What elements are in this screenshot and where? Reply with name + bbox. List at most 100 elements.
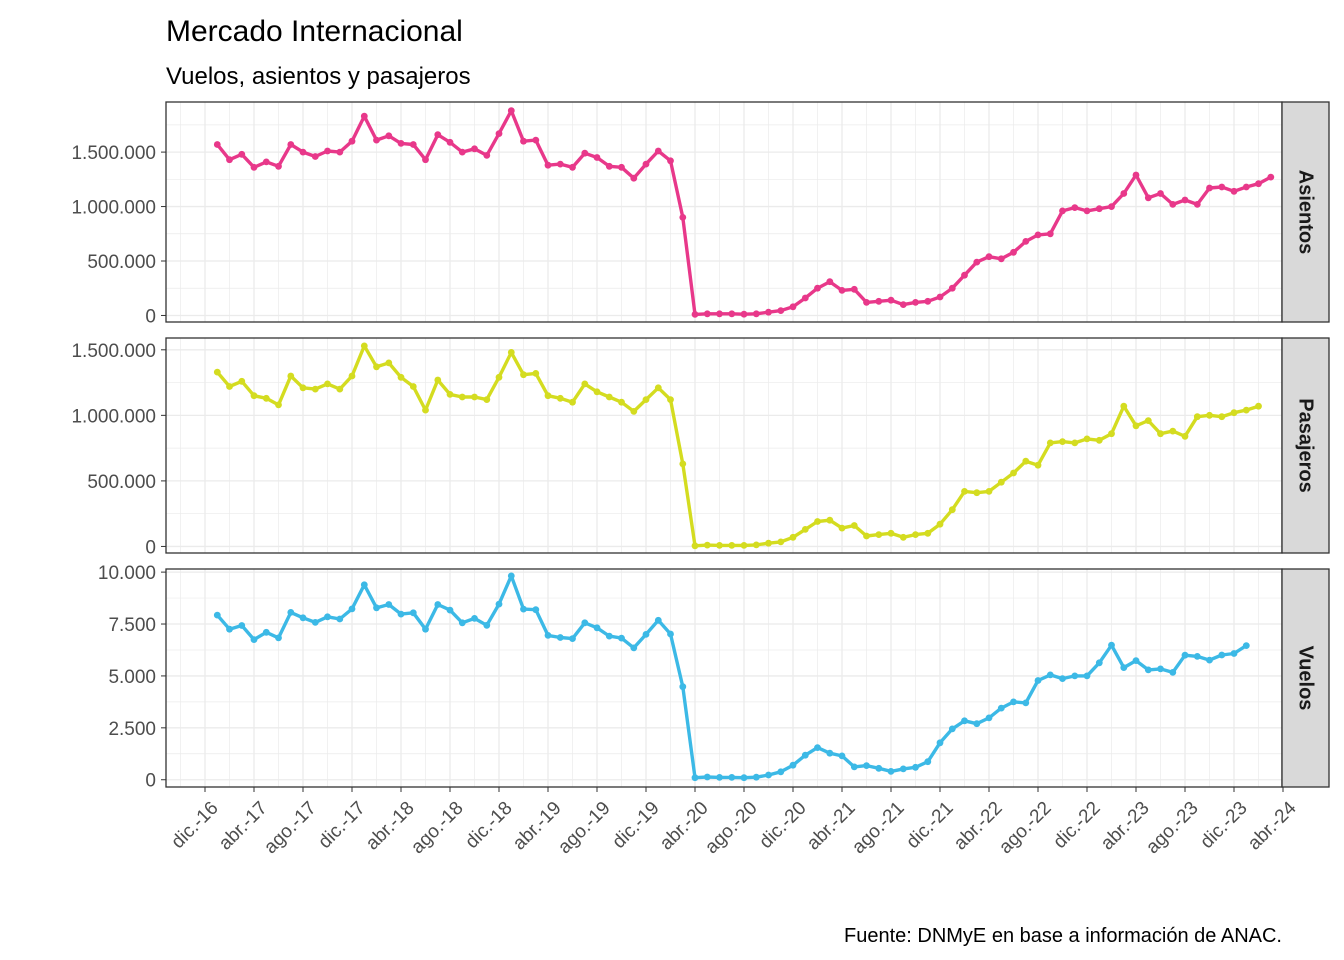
- data-point: [789, 303, 797, 311]
- data-point: [446, 138, 454, 146]
- data-point: [520, 605, 527, 613]
- data-point: [838, 524, 846, 532]
- data-point: [1181, 196, 1189, 204]
- data-point: [1071, 439, 1079, 447]
- data-point: [275, 401, 282, 409]
- data-point: [1206, 184, 1213, 192]
- data-point: [1046, 671, 1054, 679]
- data-point: [973, 489, 981, 497]
- data-point: [1132, 422, 1140, 430]
- facet-pasajeros: 0 500.000 1.000.000 1.500.000 Pasajeros: [71, 337, 1330, 558]
- data-point: [703, 541, 711, 549]
- data-point: [544, 632, 552, 639]
- data-point: [961, 717, 968, 725]
- data-point: [275, 634, 282, 642]
- data-point: [520, 137, 527, 145]
- data-point: [716, 774, 723, 781]
- data-point: [630, 408, 638, 415]
- data-point: [618, 634, 625, 642]
- data-point: [985, 488, 993, 495]
- data-point: [765, 308, 772, 316]
- data-point: [1108, 430, 1115, 438]
- data-point: [1144, 417, 1152, 424]
- data-point: [213, 611, 221, 619]
- data-point: [458, 393, 466, 401]
- data-point: [483, 396, 491, 403]
- data-point: [605, 632, 613, 640]
- data-point: [1010, 698, 1017, 706]
- x-tick-label: dic.-18: [461, 798, 516, 853]
- data-point: [226, 625, 233, 633]
- data-point: [348, 605, 356, 613]
- data-point: [752, 310, 760, 318]
- data-point: [409, 141, 417, 148]
- data-point: [1218, 651, 1226, 659]
- data-point: [924, 297, 932, 305]
- data-point: [1059, 438, 1066, 445]
- data-point: [1095, 659, 1103, 667]
- data-point: [1083, 672, 1091, 680]
- data-point: [409, 383, 417, 390]
- data-point: [422, 625, 429, 633]
- data-point: [507, 349, 515, 356]
- x-tick-label: dic.-17: [314, 798, 369, 853]
- data-point: [495, 130, 503, 138]
- data-point: [826, 278, 834, 286]
- data-point: [703, 310, 711, 318]
- x-tick-label: ago.-23: [1142, 798, 1202, 858]
- data-point: [703, 773, 711, 781]
- data-point: [556, 394, 564, 402]
- data-point: [299, 384, 307, 392]
- data-point: [961, 488, 968, 495]
- data-point: [434, 131, 442, 139]
- data-point: [434, 601, 442, 608]
- data-point: [1230, 187, 1238, 195]
- data-point: [581, 380, 589, 388]
- data-point: [1193, 653, 1201, 660]
- data-point: [654, 616, 662, 624]
- data-point: [642, 160, 650, 168]
- y-tick-label: 2.500: [108, 719, 156, 740]
- data-point: [299, 148, 307, 156]
- data-point: [1206, 656, 1213, 664]
- data-point: [262, 628, 270, 636]
- data-point: [250, 392, 258, 400]
- data-point: [226, 383, 233, 390]
- x-tick-label: dic.-23: [1196, 798, 1251, 853]
- data-point: [593, 388, 601, 396]
- data-point: [238, 622, 246, 629]
- data-point: [397, 373, 405, 381]
- data-point: [716, 542, 723, 549]
- data-point: [936, 520, 944, 528]
- data-point: [630, 644, 638, 652]
- data-point: [311, 619, 319, 626]
- data-point: [789, 761, 797, 769]
- x-tick-label: ago.-19: [554, 798, 614, 858]
- data-point: [899, 765, 907, 773]
- data-point: [1120, 664, 1128, 671]
- x-tick-label: ago.-20: [701, 798, 761, 858]
- data-point: [593, 154, 601, 161]
- data-point: [434, 376, 442, 384]
- data-point: [1132, 171, 1140, 179]
- facet-asientos: 0 500.000 1.000.000 1.500.000 Asientos: [71, 101, 1330, 327]
- x-tick-label: abr.-24: [1244, 797, 1301, 854]
- data-point: [262, 158, 270, 166]
- data-point: [238, 377, 246, 385]
- data-point: [679, 460, 687, 468]
- data-point: [422, 156, 429, 164]
- data-point: [569, 635, 576, 642]
- y-tick-label: 1.500.000: [71, 143, 156, 164]
- data-point: [924, 758, 932, 766]
- data-point: [409, 609, 417, 617]
- data-point: [899, 301, 907, 308]
- y-tick-label: 0: [145, 771, 156, 792]
- data-point: [544, 161, 552, 169]
- chart-caption: Fuente: DNMyE en base a información de A…: [844, 925, 1282, 947]
- chart-title: Mercado Internacional: [166, 15, 463, 48]
- data-point: [630, 174, 638, 182]
- data-point: [875, 531, 883, 538]
- data-point: [814, 744, 821, 751]
- data-point: [997, 478, 1005, 486]
- data-point: [740, 774, 748, 782]
